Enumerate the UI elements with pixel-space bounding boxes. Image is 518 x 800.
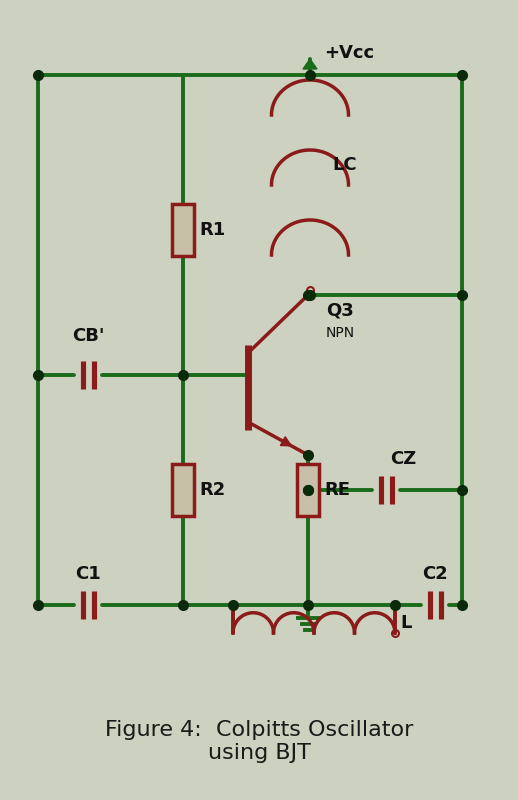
Polygon shape	[303, 59, 317, 69]
Text: CZ: CZ	[390, 450, 416, 468]
Text: L: L	[400, 614, 411, 632]
Text: NPN: NPN	[326, 326, 355, 340]
Text: Figure 4:  Colpitts Oscillator
using BJT: Figure 4: Colpitts Oscillator using BJT	[105, 720, 413, 763]
Text: RE: RE	[324, 481, 350, 499]
Bar	[172, 204, 194, 256]
Text: LC: LC	[332, 156, 356, 174]
Text: CB': CB'	[72, 327, 104, 345]
Bar	[172, 464, 194, 516]
Bar	[297, 464, 319, 516]
Text: +Vcc: +Vcc	[324, 44, 374, 62]
Text: C1: C1	[75, 565, 101, 583]
Text: C2: C2	[422, 565, 448, 583]
Text: R1: R1	[199, 221, 225, 239]
Text: Q3: Q3	[326, 301, 354, 319]
Polygon shape	[280, 437, 291, 446]
Text: R2: R2	[199, 481, 225, 499]
